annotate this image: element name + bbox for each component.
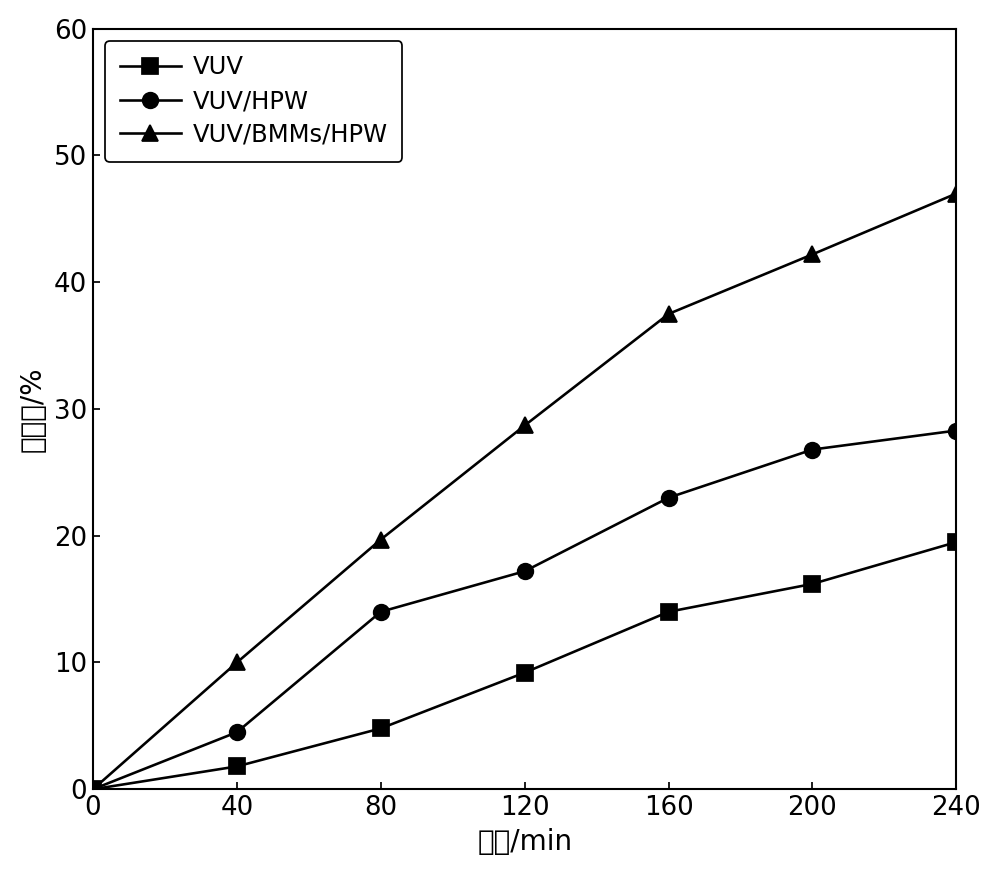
VUV/BMMs/HPW xyxy=(663,309,675,319)
Y-axis label: 脱氟率/%: 脱氟率/% xyxy=(19,367,47,452)
VUV/BMMs/HPW xyxy=(87,784,99,794)
VUV xyxy=(806,578,818,589)
VUV/BMMs/HPW xyxy=(806,249,818,260)
VUV xyxy=(519,668,531,678)
VUV/HPW xyxy=(375,606,387,617)
VUV xyxy=(231,761,243,772)
VUV xyxy=(87,784,99,794)
VUV xyxy=(950,537,962,548)
VUV/BMMs/HPW xyxy=(519,420,531,430)
VUV/BMMs/HPW xyxy=(231,657,243,668)
Legend: VUV, VUV/HPW, VUV/BMMs/HPW: VUV, VUV/HPW, VUV/BMMs/HPW xyxy=(105,41,402,162)
VUV/HPW xyxy=(87,784,99,794)
Line: VUV/HPW: VUV/HPW xyxy=(85,423,964,797)
X-axis label: 时间/min: 时间/min xyxy=(477,829,572,857)
VUV/BMMs/HPW xyxy=(950,188,962,199)
VUV/HPW xyxy=(663,493,675,503)
VUV/HPW xyxy=(950,425,962,436)
Line: VUV/BMMs/HPW: VUV/BMMs/HPW xyxy=(85,186,964,797)
Line: VUV: VUV xyxy=(85,535,964,797)
VUV xyxy=(663,606,675,617)
VUV/BMMs/HPW xyxy=(375,535,387,545)
VUV/HPW xyxy=(519,566,531,577)
VUV/HPW xyxy=(231,727,243,738)
VUV/HPW xyxy=(806,444,818,455)
VUV xyxy=(375,723,387,733)
